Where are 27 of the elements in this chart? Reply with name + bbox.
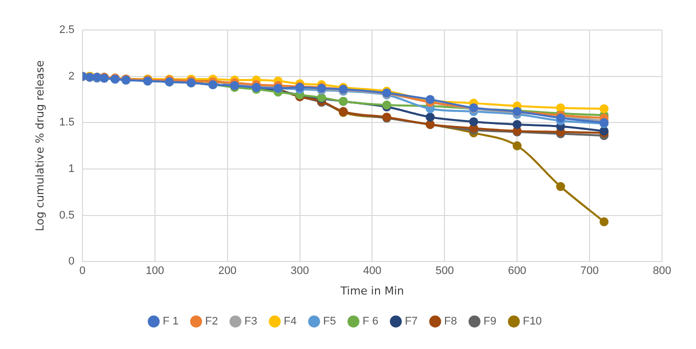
x-tick-label: 0 (79, 265, 86, 278)
legend-label: F4 (284, 316, 297, 328)
y-tick-label: 2.5 (59, 24, 74, 36)
legend-label: F2 (205, 316, 218, 328)
legend-label: F5 (323, 316, 336, 328)
legend-label: F3 (244, 316, 258, 328)
x-tick-label: 400 (363, 265, 382, 278)
y-tick-label: 0.5 (59, 209, 74, 222)
legend-label: F 6 (362, 316, 378, 328)
x-tick-label: 500 (436, 265, 454, 278)
x-tick-label: 600 (508, 265, 526, 278)
y-tick-label: 0 (68, 256, 74, 268)
x-tick-label: 200 (218, 265, 237, 278)
x-tick-label: 100 (146, 265, 164, 278)
legend-label: F7 (404, 316, 418, 328)
x-axis-title: Time in Min (340, 284, 404, 298)
y-tick-label: 1.5 (59, 116, 74, 129)
y-tick-label: 2 (68, 70, 74, 82)
x-tick-label: 300 (290, 265, 309, 278)
y-axis-title: Log cumulative % drug release (33, 60, 46, 232)
legend-label: F9 (484, 316, 496, 328)
legend-label: F 1 (162, 316, 179, 328)
legend-label: F8 (444, 316, 458, 328)
x-tick-label: 700 (580, 265, 599, 278)
y-tick-label: 1 (68, 162, 74, 175)
legend-label: F10 (522, 316, 542, 328)
x-tick-label: 800 (652, 265, 672, 278)
